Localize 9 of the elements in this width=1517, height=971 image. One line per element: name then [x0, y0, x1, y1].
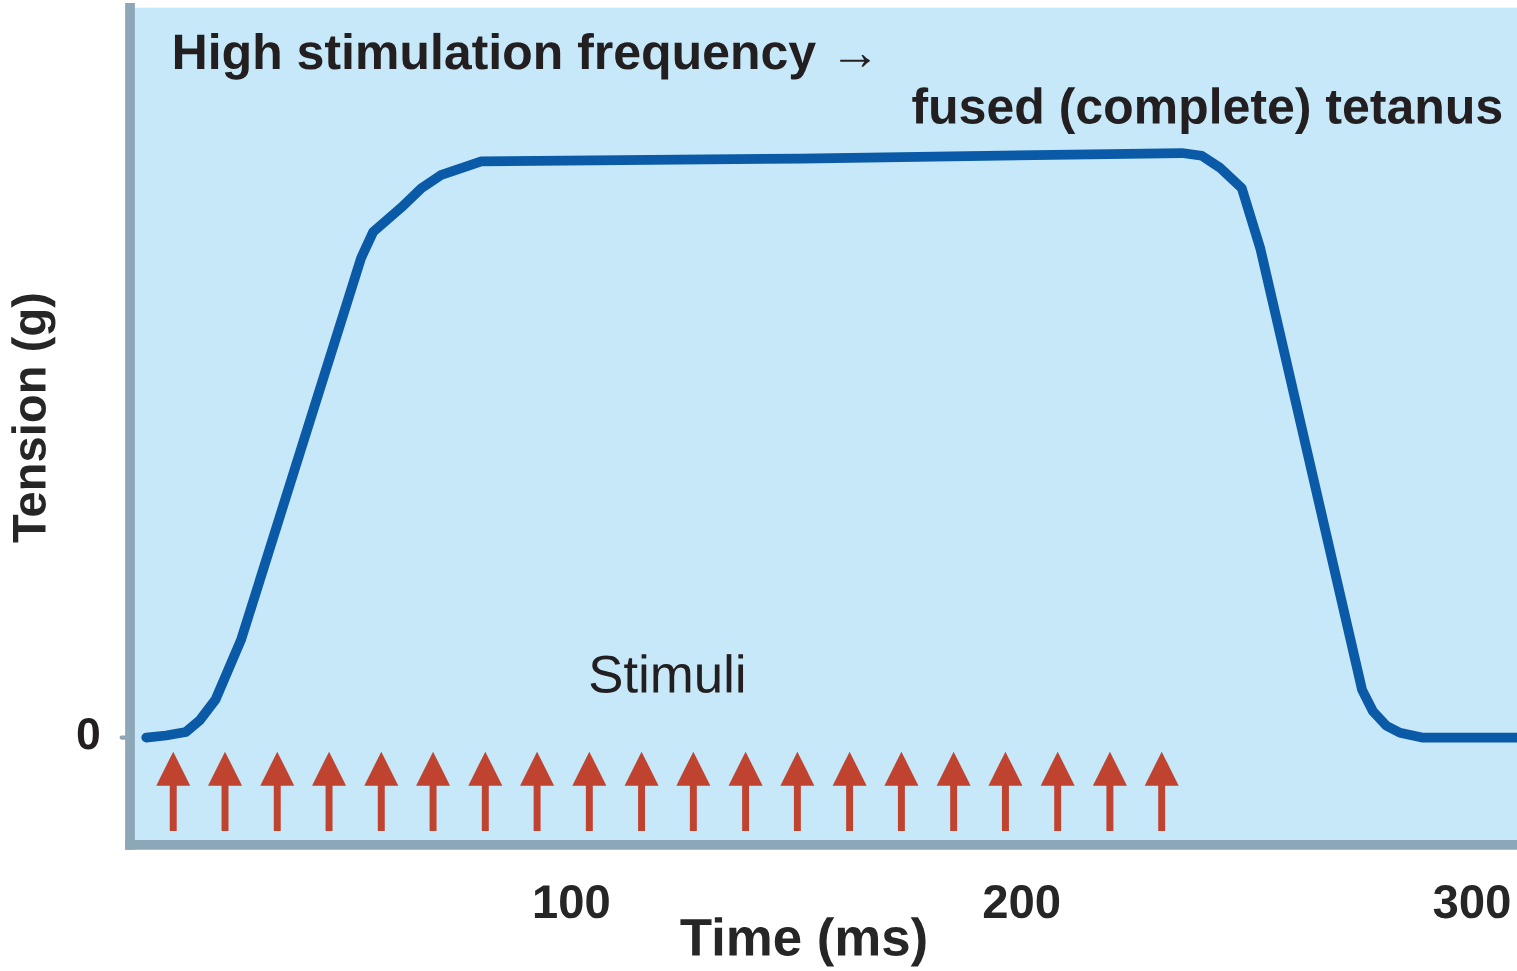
text: 0: [77, 718, 99, 750]
x-tick-label: 100: [534, 884, 609, 919]
chart-subtitle: fused (complete) tetanus: [912, 87, 1502, 134]
x-axis-title: Time (ms): [680, 917, 926, 967]
x-tick-label: 300: [1433, 884, 1510, 919]
series-label: Stimuli: [590, 654, 744, 693]
chart-title: High stimulation frequency →: [174, 32, 870, 80]
y-axis-title: Tension (g): [11, 294, 56, 543]
x-tick-label: 200: [983, 884, 1060, 919]
